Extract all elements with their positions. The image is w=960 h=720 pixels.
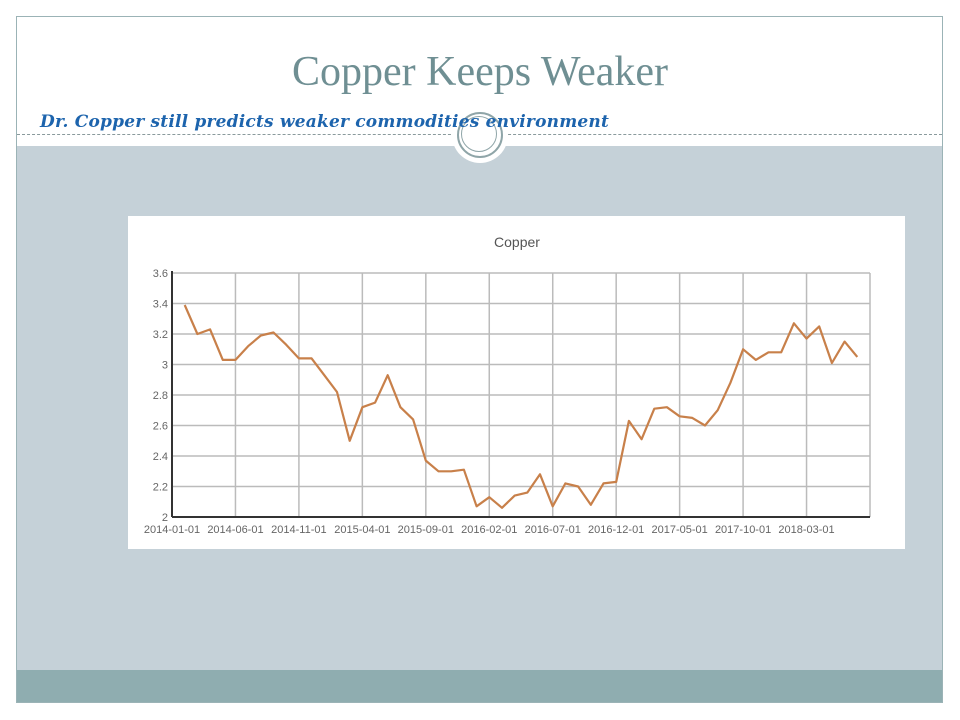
x-tick-label: 2016-07-01 [525, 524, 581, 536]
x-tick-label: 2017-05-01 [651, 524, 707, 536]
x-tick-label: 2017-10-01 [715, 524, 771, 536]
x-tick-label: 2016-02-01 [461, 524, 517, 536]
y-tick-label: 2.2 [153, 482, 168, 494]
x-tick-label: 2016-12-01 [588, 524, 644, 536]
slide-footer-band [17, 670, 942, 702]
y-tick-label: 2.6 [153, 421, 168, 433]
y-tick-label: 3.2 [153, 329, 168, 341]
y-tick-label: 2 [162, 512, 168, 524]
chart-container: Copper 2 2.2 2.4 2.6 2.8 3 3.2 3.4 3.6 2014-01-01… [128, 216, 905, 549]
y-tick-label: 3.4 [153, 299, 168, 311]
chart-title: Copper [494, 234, 540, 250]
slide-frame [16, 16, 943, 703]
slide-subtitle: Dr. Copper still predicts weaker commodi… [40, 112, 610, 132]
x-tick-label: 2014-06-01 [207, 524, 263, 536]
y-tick-label: 2.4 [153, 451, 168, 463]
y-tick-label: 3 [162, 360, 168, 372]
x-tick-label: 2018-03-01 [778, 524, 834, 536]
x-tick-label: 2014-01-01 [144, 524, 200, 536]
x-tick-label: 2015-09-01 [398, 524, 454, 536]
x-tick-label: 2014-11-01 [271, 524, 326, 536]
circle-ornament-icon [452, 107, 508, 163]
y-tick-label: 2.8 [153, 390, 168, 402]
copper-line-chart: Copper 2 2.2 2.4 2.6 2.8 3 3.2 3.4 3.6 2014-01-01… [144, 234, 871, 536]
y-tick-label: 3.6 [153, 268, 168, 280]
series-line [183, 304, 859, 509]
slide-title: Copper Keeps Weaker [291, 49, 669, 95]
x-tick-label: 2015-04-01 [334, 524, 390, 536]
